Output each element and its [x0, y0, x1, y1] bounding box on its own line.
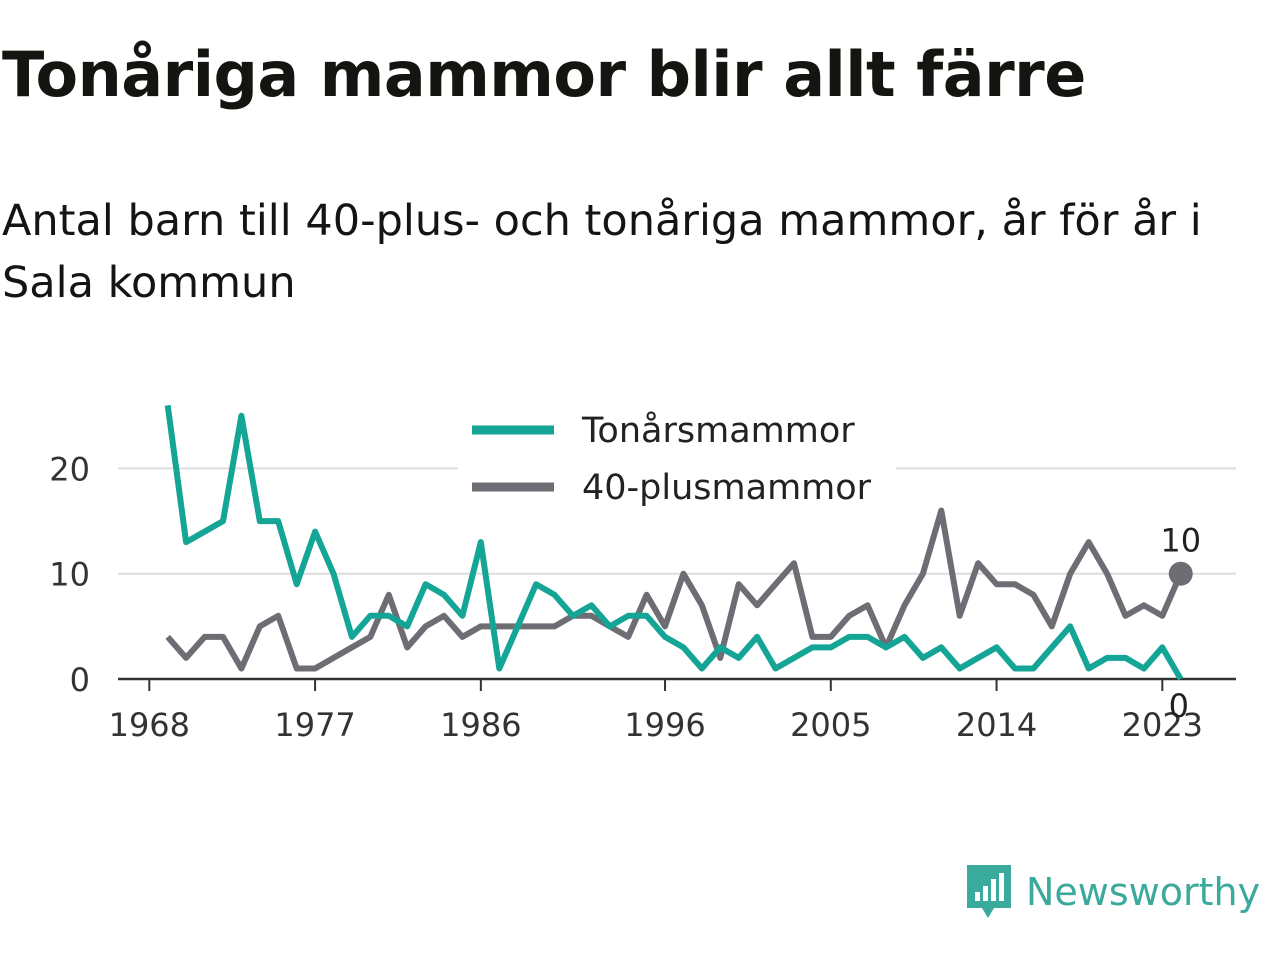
y-tick-label: 0: [70, 661, 90, 699]
x-tick-label: 2014: [956, 706, 1037, 744]
x-tick-label: 2005: [790, 706, 871, 744]
brand-name: Newsworthy: [1026, 870, 1261, 914]
end-label-fortyplus: 10: [1160, 522, 1201, 560]
newsworthy-logo-icon: [967, 865, 1011, 918]
x-tick-label: 1986: [440, 706, 521, 744]
series-line-tonarsmammor: [164, 404, 1184, 681]
legend-label: 40-plusmammor: [582, 468, 872, 508]
series-line-fortyplusmammor: [165, 507, 1184, 672]
x-tick-label: 2023: [1122, 706, 1203, 744]
end-point-marker: [1168, 561, 1193, 586]
x-tick-label: 1977: [274, 706, 355, 744]
legend-background: [458, 403, 896, 519]
y-tick-label: 10: [49, 556, 90, 594]
chart-subtitle: Antal barn till 40-plus- och tonåriga ma…: [2, 196, 1202, 308]
x-tick-label: 1968: [109, 706, 190, 744]
end-label-tonars: 0: [1169, 687, 1189, 725]
legend-label: Tonårsmammor: [581, 410, 855, 451]
x-tick-label: 1996: [624, 706, 705, 744]
y-tick-label: 20: [49, 450, 90, 488]
brand: Newsworthy: [964, 862, 1260, 922]
chart-title: Tonåriga mammor blir allt färre: [2, 38, 1086, 111]
